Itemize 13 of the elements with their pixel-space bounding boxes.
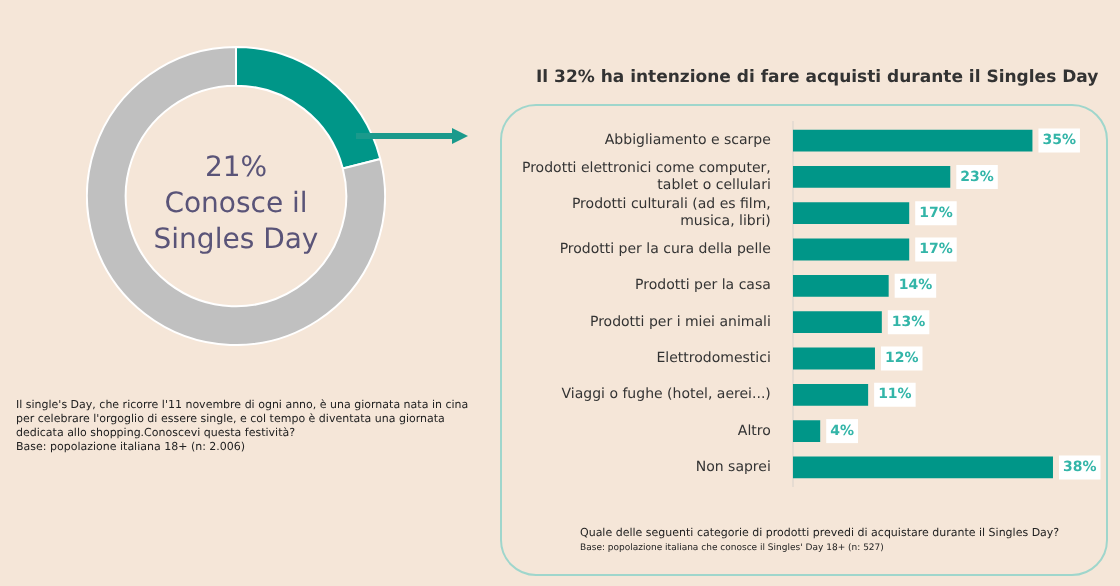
text: Conosce il Singles Day <box>151 186 321 258</box>
bar <box>792 311 882 334</box>
chart-title: Il 32% ha intenzione di fare acquisti durante il Singles Day <box>536 68 1101 88</box>
bar <box>792 456 1053 479</box>
bar <box>792 274 889 297</box>
bar <box>792 129 1033 152</box>
bar <box>792 238 910 261</box>
data-label: 21% <box>202 150 270 186</box>
bar <box>792 165 951 188</box>
bar <box>792 347 875 370</box>
bar <box>792 420 821 443</box>
bar <box>792 383 869 406</box>
bar <box>792 202 910 225</box>
